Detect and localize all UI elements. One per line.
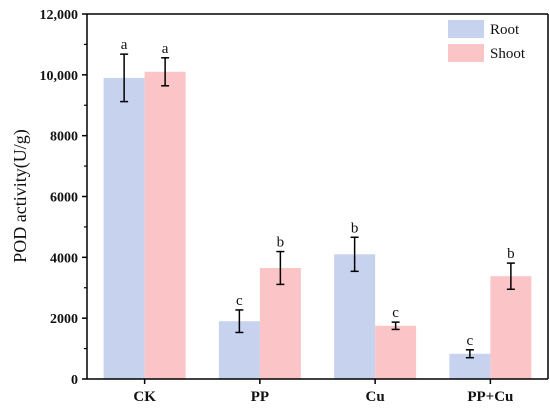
- significance-label-root-2: b: [351, 220, 359, 236]
- y-tick-label-4: 8000: [50, 130, 78, 145]
- y-axis-title: POD activity(U/g): [10, 129, 31, 262]
- x-tick-label-2: Cu: [366, 389, 385, 405]
- significance-label-shoot-3: b: [507, 246, 515, 262]
- legend-swatch-shoot: [448, 44, 484, 62]
- x-tick-label-1: PP: [251, 389, 269, 405]
- significance-label-shoot-1: b: [277, 235, 285, 251]
- significance-label-root-3: c: [467, 333, 474, 349]
- error-bars-layer: [120, 53, 515, 359]
- significance-label-root-1: c: [236, 293, 243, 309]
- significance-label-shoot-2: c: [392, 305, 399, 321]
- legend-label-shoot: Shoot: [490, 46, 526, 62]
- bars-layer: [103, 71, 532, 380]
- legend-label-root: Root: [490, 22, 520, 38]
- x-tick-label-0: CK: [133, 389, 156, 405]
- y-tick-label-6: 12,000: [40, 8, 79, 23]
- y-tick-label-5: 10,000: [40, 69, 79, 84]
- significance-label-shoot-0: a: [162, 41, 169, 57]
- significance-label-root-0: a: [121, 37, 128, 53]
- bar-shoot-1: [259, 267, 301, 379]
- significance-labels-layer: a a c b b c c b: [121, 37, 515, 349]
- bar-root-2: [334, 254, 376, 379]
- bar-root-0: [103, 77, 145, 379]
- bar-shoot-2: [375, 325, 417, 379]
- bar-shoot-0: [144, 71, 186, 380]
- x-tick-label-3: PP+Cu: [467, 389, 513, 405]
- axes-layer: CK PP Cu PP+Cu 0 2000 4000 6000 8000 10,000 12,000: [40, 8, 549, 405]
- y-tick-label-0: 0: [71, 373, 78, 388]
- y-tick-label-2: 4000: [50, 251, 78, 266]
- y-tick-label-1: 2000: [50, 312, 78, 327]
- legend: Root Shoot: [448, 20, 526, 62]
- y-tick-label-3: 6000: [50, 191, 78, 206]
- legend-swatch-root: [448, 20, 484, 38]
- bar-shoot-3: [490, 276, 532, 379]
